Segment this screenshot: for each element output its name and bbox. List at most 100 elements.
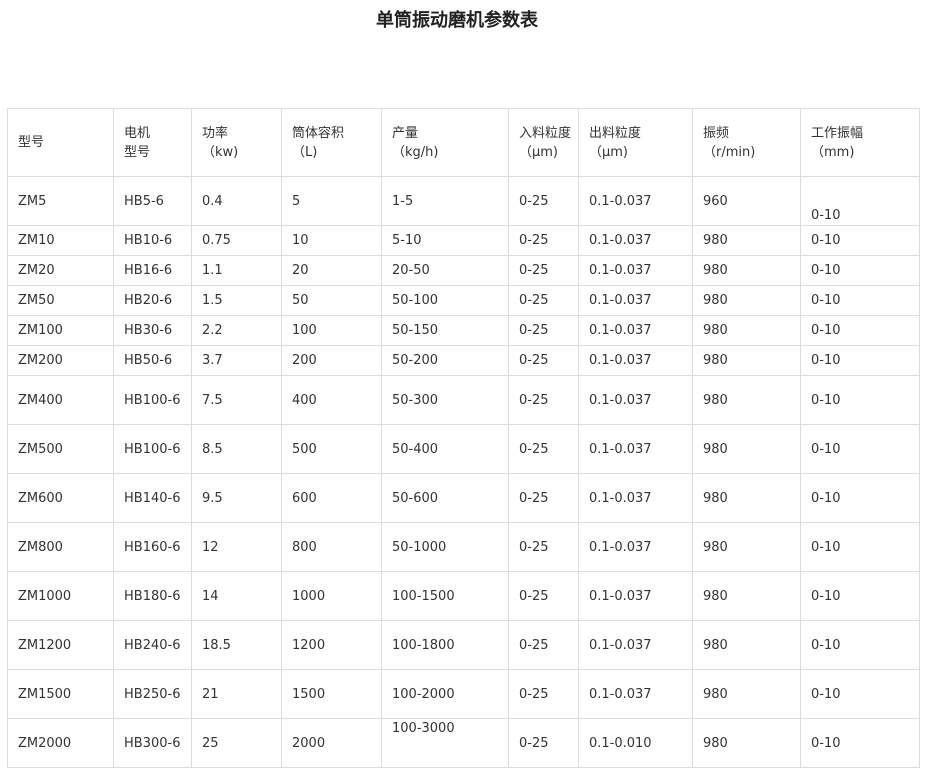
table-cell: 0.4	[191, 176, 282, 226]
table-cell: 0-25	[508, 315, 579, 346]
header-text: 工作振幅	[811, 125, 864, 141]
table-cell: 1-5	[381, 176, 509, 226]
table-cell: 18.5	[191, 620, 282, 670]
table-cell: 50-1000	[381, 522, 509, 572]
table-cell: ZM1200	[7, 620, 114, 670]
table-cell: HB50-6	[113, 345, 192, 376]
table-cell: HB30-6	[113, 315, 192, 346]
table-cell: 100-1500	[381, 571, 509, 621]
table-cell: 50-600	[381, 473, 509, 523]
table-cell: ZM20	[7, 255, 114, 286]
table-cell: ZM100	[7, 315, 114, 346]
table-cell: 100-1800	[381, 620, 509, 670]
table-cell: 7.5	[191, 375, 282, 425]
table-cell: 1.5	[191, 285, 282, 316]
table-cell: HB100-6	[113, 424, 192, 474]
table-cell: 980	[692, 375, 801, 425]
table-cell: 100-3000	[381, 718, 509, 768]
table-cell: 980	[692, 345, 801, 376]
table-cell: 0.1-0.037	[578, 285, 693, 316]
table-row: ZM50 HB20-6 1.5 50 50-100 0-25 0.1-0.037 980 0-1…	[7, 285, 920, 316]
table-cell: HB140-6	[113, 473, 192, 523]
table-cell: HB160-6	[113, 522, 192, 572]
table-row: ZM2000 HB300-6 25 2000 100-3000 0-25 0.1-0.010…	[7, 718, 920, 768]
header-cell: 产量 （kg/h)	[381, 108, 509, 177]
table-cell: 0-25	[508, 669, 579, 719]
table-cell: 1500	[281, 669, 382, 719]
table-cell: 12	[191, 522, 282, 572]
table-cell: 0-25	[508, 225, 579, 256]
table-cell: 0-25	[508, 522, 579, 572]
table-cell: 0.1-0.037	[578, 522, 693, 572]
table-cell: 5-10	[381, 225, 509, 256]
table-cell: 0-25	[508, 620, 579, 670]
table-row: ZM800 HB160-6 12 800 50-1000 0-25 0.1-0.037 980…	[7, 522, 920, 572]
table-cell: 200	[281, 345, 382, 376]
table-cell: 1000	[281, 571, 382, 621]
header-cell: 筒体容积 （L)	[281, 108, 382, 177]
header-cell: 入料粒度 （μm)	[508, 108, 579, 177]
table-cell: 50	[281, 285, 382, 316]
table-cell: 0-25	[508, 285, 579, 316]
table-cell: 980	[692, 620, 801, 670]
table-cell: ZM800	[7, 522, 114, 572]
table-cell: 0-10	[800, 375, 920, 425]
table-cell: 0-10	[800, 285, 920, 316]
header-text: 功率	[202, 125, 229, 141]
header-text: 出料粒度	[589, 125, 642, 141]
table-row: ZM1000 HB180-6 14 1000 100-1500 0-25 0.1-0.037…	[7, 571, 920, 621]
table-cell: 0-25	[508, 255, 579, 286]
table-cell: 0.1-0.010	[578, 718, 693, 768]
table-cell: 980	[692, 285, 801, 316]
table-cell: 0-10	[800, 718, 920, 768]
table-cell: ZM1000	[7, 571, 114, 621]
table-cell: 980	[692, 255, 801, 286]
table-cell: 980	[692, 315, 801, 346]
table-row: ZM10 HB10-6 0.75 10 5-10 0-25 0.1-0.037 980 0-10	[7, 225, 920, 256]
header-text: （μm)	[519, 144, 559, 160]
table-row: ZM20 HB16-6 1.1 20 20-50 0-25 0.1-0.037 980 0-10	[7, 255, 920, 286]
header-text: 入料粒度	[519, 125, 572, 141]
table-cell: 9.5	[191, 473, 282, 523]
table-cell: 50-300	[381, 375, 509, 425]
table-row: ZM500 HB100-6 8.5 500 50-400 0-25 0.1-0.037 980…	[7, 424, 920, 474]
table-cell: 0-10	[800, 571, 920, 621]
table-cell: 25	[191, 718, 282, 768]
table-cell: 500	[281, 424, 382, 474]
table-cell: 0.1-0.037	[578, 176, 693, 226]
table-cell: 980	[692, 718, 801, 768]
header-text: 型号	[124, 144, 151, 160]
table-cell: 0.1-0.037	[578, 375, 693, 425]
table-cell: 10	[281, 225, 382, 256]
table-cell: 960	[692, 176, 801, 226]
header-text: （kg/h)	[392, 144, 439, 160]
table-cell: 0.1-0.037	[578, 669, 693, 719]
table-cell: 0-25	[508, 718, 579, 768]
table-cell: 980	[692, 225, 801, 256]
table-cell: 0-25	[508, 345, 579, 376]
table-cell: 0-10	[800, 345, 920, 376]
table-cell: 50-150	[381, 315, 509, 346]
table-cell: 0-25	[508, 473, 579, 523]
table-cell: 600	[281, 473, 382, 523]
table-cell: 0-25	[508, 375, 579, 425]
table-cell: ZM200	[7, 345, 114, 376]
table-body: ZM5 HB5-6 0.4 5 1-5 0-25 0.1-0.037 960 0-10 ZM10 H…	[7, 176, 920, 768]
table-cell: 0-10	[800, 255, 920, 286]
table-cell: 0.1-0.037	[578, 424, 693, 474]
header-cell: 型号	[7, 108, 114, 177]
table-cell: 100-2000	[381, 669, 509, 719]
table-cell: 3.7	[191, 345, 282, 376]
table-cell: 980	[692, 522, 801, 572]
header-text: （mm)	[811, 144, 855, 160]
table-cell: 0-10	[800, 620, 920, 670]
table-cell: 2.2	[191, 315, 282, 346]
table-cell: 0-10	[800, 669, 920, 719]
table-cell: HB20-6	[113, 285, 192, 316]
table-cell: 50-100	[381, 285, 509, 316]
header-text: 产量	[392, 125, 419, 141]
table-cell: 5	[281, 176, 382, 226]
table-cell: 0-25	[508, 424, 579, 474]
table-row: ZM1500 HB250-6 21 1500 100-2000 0-25 0.1-0.037…	[7, 669, 920, 719]
